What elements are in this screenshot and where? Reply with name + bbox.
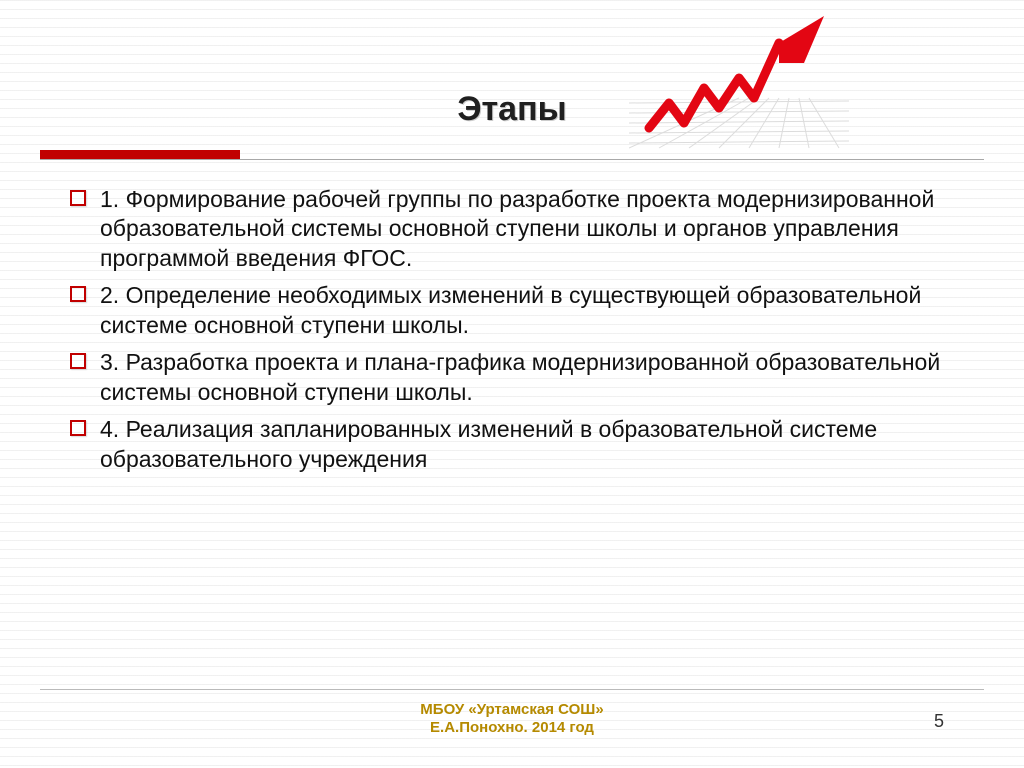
footer: МБОУ «Уртамская СОШ» Е.А.Понохно. 2014 г… <box>0 701 1024 739</box>
list-item: 1. Формирование рабочей группы по разраб… <box>70 185 954 273</box>
footer-line2: Е.А.Понохно. 2014 год <box>0 719 1024 738</box>
slide: Этапы 1. Формирование рабочей группы по … <box>0 0 1024 768</box>
square-bullet-icon <box>70 190 86 206</box>
list-item-text: 1. Формирование рабочей группы по разраб… <box>100 185 954 273</box>
page-number: 5 <box>934 711 944 732</box>
list-item: 3. Разработка проекта и плана-графика мо… <box>70 348 954 407</box>
footer-rule <box>40 689 984 690</box>
list-item: 2. Определение необходимых изменений в с… <box>70 281 954 340</box>
list-item-text: 4. Реализация запланированных изменений … <box>100 415 954 474</box>
list-item-text: 2. Определение необходимых изменений в с… <box>100 281 954 340</box>
square-bullet-icon <box>70 286 86 302</box>
bullet-list: 1. Формирование рабочей группы по разраб… <box>70 185 954 482</box>
square-bullet-icon <box>70 353 86 369</box>
list-item: 4. Реализация запланированных изменений … <box>70 415 954 474</box>
footer-line1: МБОУ «Уртамская СОШ» <box>0 701 1024 720</box>
growth-arrow-illustration <box>629 8 849 153</box>
list-item-text: 3. Разработка проекта и плана-графика мо… <box>100 348 954 407</box>
square-bullet-icon <box>70 420 86 436</box>
divider-line <box>40 159 984 160</box>
slide-title: Этапы <box>457 90 566 128</box>
title-row: Этапы <box>0 90 1024 129</box>
